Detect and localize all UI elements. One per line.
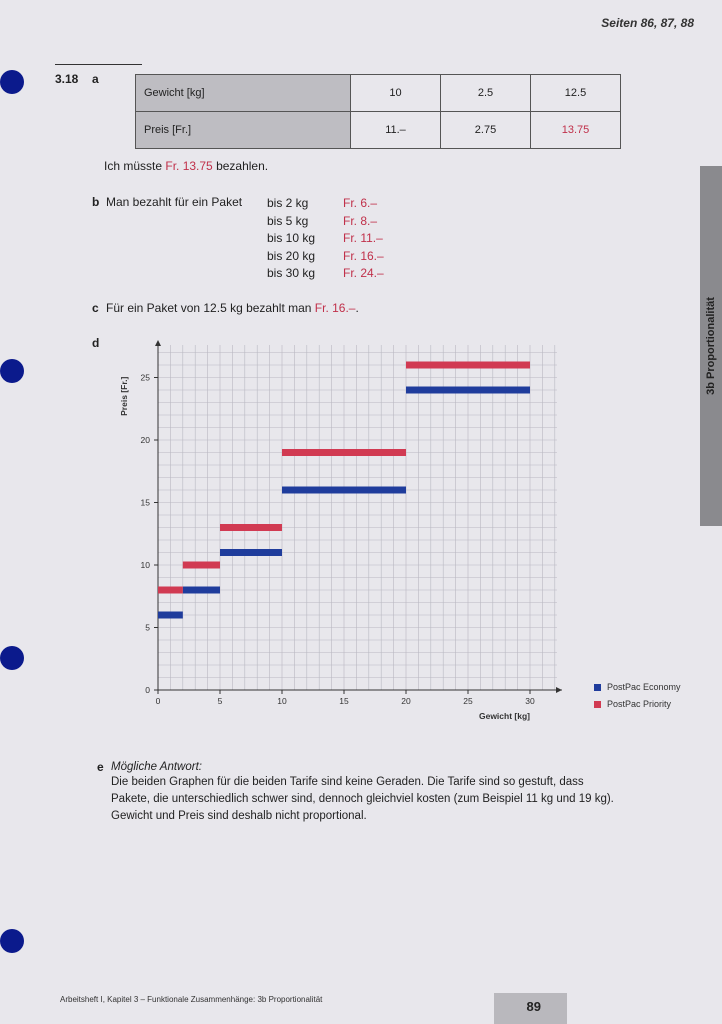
answer-prefix: Für ein Paket von 12.5 kg bezahlt man: [106, 301, 315, 315]
legend-swatch-economy: [594, 684, 601, 692]
table-header-cell: Gewicht [kg]: [135, 74, 351, 112]
y-axis-arrow: [155, 340, 161, 346]
table-header-cell: Preis [Fr.]: [135, 111, 351, 149]
tariff-price: Fr. 8.–: [343, 213, 378, 228]
part-c-answer: Für ein Paket von 12.5 kg bezahlt man Fr…: [106, 301, 359, 315]
answer-line: Gewicht und Preis sind deshalb nicht pro…: [111, 810, 367, 822]
y-axis-label: Preis [Fr.]: [119, 376, 129, 415]
legend-economy: PostPac Economy: [594, 682, 681, 692]
part-c-label: c: [92, 301, 99, 315]
x-tick-label: 5: [218, 696, 223, 706]
legend-swatch-priority: [594, 701, 601, 709]
tariff-price: Fr. 11.–: [343, 231, 383, 245]
y-tick-label: 25: [141, 373, 151, 383]
answer-line: Pakete, die unterschiedlich schwer sind,…: [111, 793, 614, 805]
table-cell: 2.75: [440, 111, 531, 149]
x-tick-label: 0: [156, 696, 161, 706]
tariff-price: Fr. 6.–: [343, 196, 378, 210]
page-number: 89: [526, 999, 541, 1014]
chapter-tab-label: 3b Proportionalität: [705, 297, 717, 395]
x-tick-label: 25: [463, 696, 473, 706]
chapter-side-tab: 3b Proportionalität: [700, 166, 722, 526]
page-range-header: Seiten 86, 87, 88: [601, 16, 694, 30]
punch-hole: [0, 646, 24, 670]
answer-suffix: .: [355, 301, 359, 315]
tariff-price: Fr. 16.–: [343, 248, 384, 263]
x-axis-label: Gewicht [kg]: [479, 711, 530, 721]
punch-hole: [0, 70, 24, 94]
part-e-heading: Mögliche Antwort:: [111, 761, 202, 773]
x-tick-label: 30: [525, 696, 535, 706]
weight-price-table: Gewicht [kg] 10 2.5 12.5 Preis [Fr.] 11.…: [135, 74, 621, 149]
y-tick-label: 0: [145, 685, 150, 695]
section-divider: [55, 64, 142, 65]
footer-text: Arbeitsheft I, Kapitel 3 – Funktionale Z…: [60, 995, 323, 1004]
table-cell: 11.–: [350, 111, 441, 149]
part-b-label: b: [92, 195, 100, 209]
part-d-label: d: [92, 336, 100, 350]
exercise-number: 3.18: [55, 72, 79, 86]
part-a-label: a: [92, 72, 99, 86]
y-tick-label: 20: [141, 435, 151, 445]
tariff-price: Fr. 24.–: [343, 266, 384, 280]
table-cell-answer: 13.75: [530, 111, 621, 149]
table-row: Preis [Fr.] 11.– 2.75 13.75: [135, 111, 621, 149]
answer-value: Fr. 16.–: [314, 301, 356, 315]
punch-hole: [0, 359, 24, 383]
legend-priority: PostPac Priority: [594, 699, 671, 709]
part-b-weights: bis 2 kg bis 5 kg bis 10 kg bis 20 kg bi…: [267, 195, 315, 283]
page-number-box: 89: [494, 993, 567, 1024]
x-tick-label: 15: [339, 696, 349, 706]
tariff-weight: bis 2 kg: [267, 196, 309, 210]
punch-hole: [0, 929, 24, 953]
y-tick-label: 10: [141, 560, 151, 570]
answer-value: Fr. 13.75: [165, 159, 213, 173]
part-b-prices: Fr. 6.– Fr. 8.– Fr. 11.– Fr. 16.– Fr. 24…: [343, 195, 384, 283]
answer-line: Die beiden Graphen für die beiden Tarife…: [111, 776, 584, 788]
legend-label: PostPac Priority: [607, 699, 672, 709]
answer-suffix: bezahlen.: [212, 159, 269, 173]
part-e-answer: Die beiden Graphen für die beiden Tarife…: [111, 774, 701, 825]
part-a-answer: Ich müsste Fr. 13.75 bezahlen.: [104, 159, 268, 173]
tariff-weight: bis 30 kg: [267, 266, 316, 280]
answer-prefix: Ich müsste: [104, 159, 166, 173]
part-b-intro: Man bezahlt für ein Paket: [106, 195, 243, 209]
y-tick-label: 5: [145, 623, 150, 633]
tariff-weight: bis 10 kg: [267, 231, 316, 245]
y-tick-label: 15: [141, 498, 151, 508]
x-axis-arrow: [556, 687, 562, 693]
part-e-label: e: [97, 760, 104, 774]
x-tick-label: 10: [277, 696, 287, 706]
x-tick-label: 20: [401, 696, 411, 706]
legend-label: PostPac Economy: [607, 682, 681, 692]
tariff-weight: bis 5 kg: [267, 213, 309, 228]
tariff-weight: bis 20 kg: [267, 248, 316, 263]
